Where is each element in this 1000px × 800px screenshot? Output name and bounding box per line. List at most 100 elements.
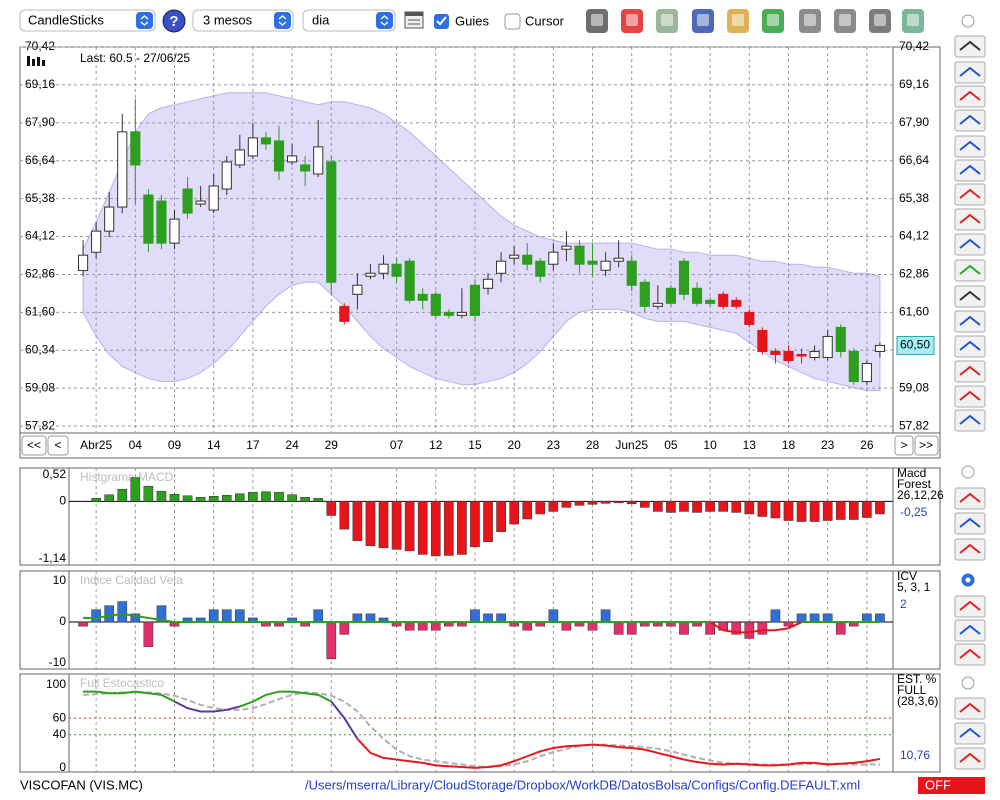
- radio-button[interactable]: [961, 676, 975, 690]
- sidebar-button[interactable]: [954, 310, 986, 333]
- bar: [548, 609, 559, 623]
- toolbar-icon[interactable]: [621, 9, 643, 33]
- sidebar-button[interactable]: [954, 285, 986, 308]
- toolbar-icon[interactable]: [727, 9, 749, 33]
- bar: [509, 501, 519, 525]
- sidebar-button[interactable]: [954, 385, 986, 408]
- chart-layers: Abr25 04 09 14 17 24 29 07 12 15 20 23 28 Jun25 05 10 13…: [20, 39, 944, 774]
- sidebar-button[interactable]: [954, 85, 986, 108]
- sidebar-button[interactable]: [954, 722, 986, 745]
- toolbar-icon[interactable]: [586, 9, 608, 33]
- sidebar-button[interactable]: [954, 135, 986, 158]
- nav-prev[interactable]: <: [47, 435, 69, 456]
- toolbar-icon[interactable]: [692, 9, 714, 33]
- icon-detail: [661, 14, 673, 26]
- button-glyph: [959, 90, 981, 101]
- candle-body: [691, 287, 703, 304]
- line-segment: [161, 619, 175, 624]
- button-body: [954, 259, 986, 282]
- sidebar-button[interactable]: [954, 487, 986, 510]
- last-value-label: 10,76: [900, 748, 930, 762]
- bar: [744, 501, 755, 515]
- config-path-link[interactable]: /Users/mserra/Library/CloudStorage/Dropb…: [305, 777, 860, 792]
- candle-body: [678, 260, 690, 295]
- state-button[interactable]: OFF: [918, 777, 985, 794]
- bar: [287, 494, 297, 502]
- toolbar-icon[interactable]: [834, 9, 856, 33]
- sidebar-button[interactable]: [954, 259, 986, 282]
- y-tick-label: 0: [59, 614, 66, 628]
- bar: [757, 501, 768, 517]
- candle-body: [874, 344, 886, 352]
- bar: [600, 501, 611, 504]
- button-body: [954, 35, 986, 58]
- x-tick-label: 09: [168, 438, 182, 452]
- button-glyph: [959, 390, 981, 401]
- sidebar-button[interactable]: [954, 335, 986, 358]
- button-glyph: [959, 315, 981, 326]
- sidebar-button[interactable]: [954, 183, 986, 206]
- bar: [117, 488, 128, 502]
- bar: [339, 501, 350, 530]
- button-body: [954, 487, 986, 510]
- toolbar-icon[interactable]: [656, 9, 678, 33]
- radio-button[interactable]: [961, 14, 975, 28]
- candle-body: [378, 263, 389, 274]
- last-price-box: [896, 335, 935, 355]
- button-glyph: [959, 140, 981, 151]
- help-button[interactable]: ?: [162, 9, 186, 33]
- checkbox-label: Guies: [455, 13, 489, 28]
- nav-next[interactable]: >: [894, 435, 914, 456]
- bar: [561, 621, 572, 631]
- button-glyph: [959, 188, 981, 199]
- sidebar-button[interactable]: [954, 697, 986, 720]
- sidebar-button[interactable]: [954, 208, 986, 231]
- sidebar-button[interactable]: [954, 61, 986, 84]
- period-select[interactable]: 3 mesos: [192, 9, 294, 32]
- button-body: [954, 208, 986, 231]
- toolbar-icon[interactable]: [762, 9, 784, 33]
- cursor-checkbox[interactable]: Cursor: [504, 13, 565, 30]
- button-glyph: [959, 752, 981, 763]
- y-tick-label: 59,08: [25, 380, 55, 394]
- y-tick-label-right: 59,08: [899, 380, 929, 394]
- radio-button[interactable]: [961, 465, 975, 479]
- sidebar-button[interactable]: [954, 643, 986, 666]
- candle-body: [326, 161, 337, 283]
- bar: [809, 501, 820, 522]
- sidebar-button[interactable]: [954, 512, 986, 535]
- sidebar-button[interactable]: [954, 409, 986, 432]
- bar: [862, 501, 872, 518]
- candle-body: [718, 293, 729, 307]
- nav-last[interactable]: >>: [914, 435, 939, 456]
- nav-first[interactable]: <<: [21, 435, 47, 456]
- candle-body: [822, 335, 833, 358]
- sidebar-button[interactable]: [954, 159, 986, 182]
- sidebar-button[interactable]: [954, 595, 986, 618]
- chart-type-select[interactable]: CandleSticks: [19, 9, 156, 32]
- bar: [522, 501, 533, 520]
- toolbar-icon[interactable]: [869, 9, 891, 33]
- bar: [91, 498, 101, 502]
- sidebar-button[interactable]: [954, 109, 986, 132]
- side-label: FULL: [897, 683, 927, 697]
- sidebar-button[interactable]: [954, 538, 986, 561]
- toolbar-icon[interactable]: [902, 9, 924, 33]
- bar: [613, 501, 624, 504]
- interval-select[interactable]: dia: [302, 9, 396, 32]
- sidebar-button[interactable]: [954, 747, 986, 770]
- bar: [626, 621, 637, 635]
- sidebar-button[interactable]: [954, 619, 986, 642]
- guides-checkbox[interactable]: Guies: [434, 13, 489, 29]
- sidebar-button[interactable]: [954, 233, 986, 256]
- window-button[interactable]: [404, 11, 424, 29]
- button-glyph: [959, 238, 981, 249]
- sidebar-button[interactable]: [954, 35, 986, 58]
- candle-body: [104, 206, 115, 232]
- candle-body: [313, 146, 324, 175]
- y-tick-label: 0: [59, 493, 66, 507]
- toolbar-icon[interactable]: [799, 9, 821, 33]
- x-tick-label: 13: [743, 438, 757, 452]
- x-tick-label: Abr25: [80, 438, 112, 452]
- sidebar-button[interactable]: [954, 360, 986, 383]
